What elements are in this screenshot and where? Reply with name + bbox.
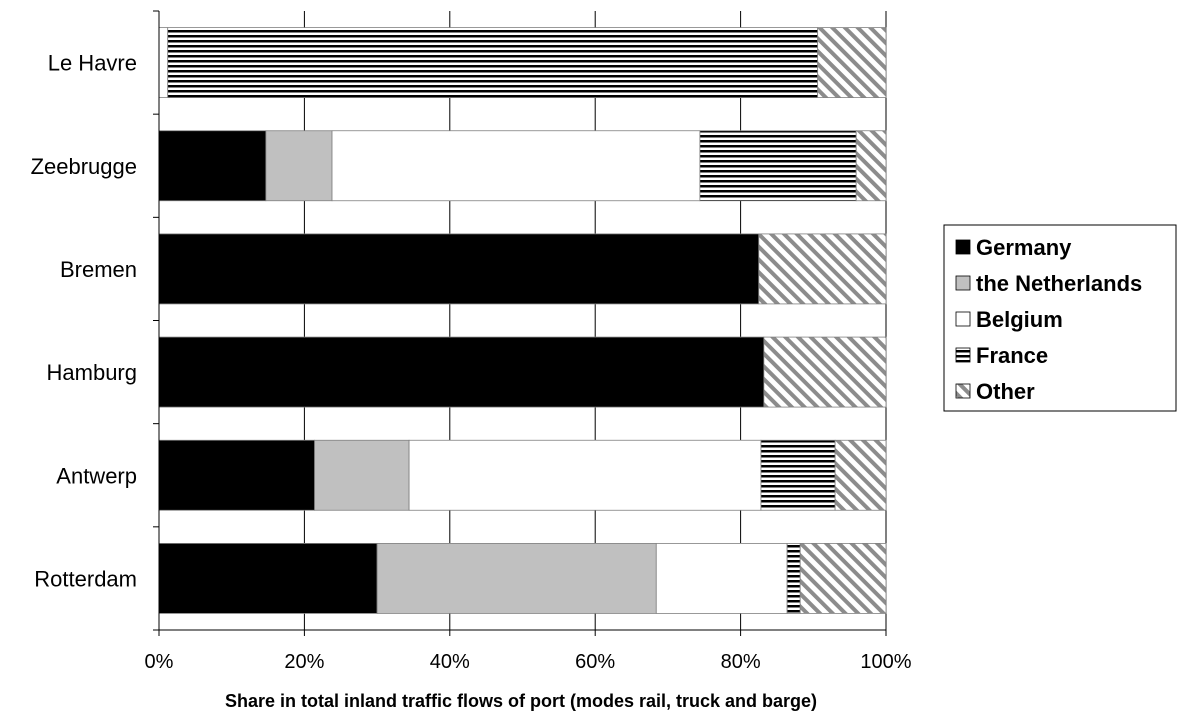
labels: 0% 20% 40% 60% 80% 100% Le Havre Zeebrugge Breme… xyxy=(31,51,912,673)
legend-label: Germany xyxy=(976,235,1072,260)
bar-segment xyxy=(167,27,819,98)
legend-label: France xyxy=(976,343,1048,368)
y-category-label: Zeebrugge xyxy=(31,154,137,179)
y-category-label: Rotterdam xyxy=(34,566,137,591)
bar-segment xyxy=(265,130,333,202)
bar-segment xyxy=(158,27,169,98)
bar-segment xyxy=(763,336,887,408)
bar-segment xyxy=(376,543,657,614)
legend-swatch xyxy=(955,383,971,399)
bar-segment xyxy=(786,543,801,614)
bar-segment xyxy=(408,439,762,511)
x-tick-label: 20% xyxy=(284,651,324,673)
bar-segment xyxy=(314,439,410,511)
bar-segment xyxy=(158,439,315,511)
legend-swatch xyxy=(955,311,971,327)
bar-segment xyxy=(331,130,701,202)
x-axis-title: Share in total inland traffic flows of p… xyxy=(225,691,817,711)
bar-segment xyxy=(758,233,887,305)
axes xyxy=(153,10,887,636)
legend-label: Belgium xyxy=(976,307,1063,332)
bar-segment xyxy=(799,543,887,614)
bars xyxy=(158,27,887,614)
legend-swatch xyxy=(955,239,971,255)
y-category-label: Bremen xyxy=(60,257,137,282)
legend-swatch xyxy=(955,275,971,291)
bar-segment xyxy=(855,130,887,202)
y-category-label: Antwerp xyxy=(56,463,137,488)
legend-label: the Netherlands xyxy=(976,271,1142,296)
bar-segment xyxy=(817,27,887,98)
legend-label: Other xyxy=(976,379,1035,404)
bar-segment xyxy=(158,543,378,614)
bar-segment xyxy=(158,130,267,202)
y-category-label: Hamburg xyxy=(47,360,137,385)
bar-segment xyxy=(834,439,887,511)
bar-segment xyxy=(158,336,765,408)
x-tick-label: 60% xyxy=(575,651,615,673)
bar-segment xyxy=(158,233,760,305)
bar-segment xyxy=(655,543,788,614)
legend-box xyxy=(943,224,1177,412)
x-tick-label: 40% xyxy=(430,651,470,673)
x-tick-label: 80% xyxy=(721,651,761,673)
x-tick-label: 100% xyxy=(860,651,911,673)
bar-segment xyxy=(760,439,836,511)
legend-swatch xyxy=(955,347,971,363)
y-category-label: Le Havre xyxy=(48,51,137,76)
bar-segment xyxy=(699,130,857,202)
gridlines xyxy=(303,11,887,630)
x-tick-label: 0% xyxy=(145,651,174,673)
legend: Germany the Netherlands Belgium France Other xyxy=(943,224,1177,412)
